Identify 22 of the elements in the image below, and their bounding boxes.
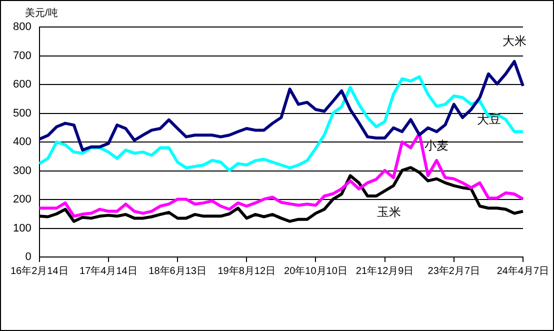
x-tick-label: 21年12月9日 xyxy=(356,264,414,277)
x-tick-label: 18年6月13日 xyxy=(148,264,206,277)
y-tick-label: 800 xyxy=(12,21,32,34)
series-label: 大豆 xyxy=(477,112,502,127)
y-tick-label: 600 xyxy=(12,78,32,91)
series-label: 玉米 xyxy=(376,205,401,220)
x-tick-label: 17年4月14日 xyxy=(80,264,138,277)
series-label: 小麦 xyxy=(424,138,449,153)
y-tick-label: 700 xyxy=(12,50,32,62)
y-tick-label: 500 xyxy=(12,107,32,120)
y-axis-title: 美元/吨 xyxy=(25,6,58,19)
x-tick-label: 19年8月12日 xyxy=(218,264,276,277)
series-label: 大米 xyxy=(502,34,526,48)
y-tick-label: 200 xyxy=(12,194,32,206)
x-tick-label: 24年4月7日 xyxy=(496,264,550,277)
y-tick-label: 300 xyxy=(12,164,32,177)
y-tick-label: 0 xyxy=(25,251,32,264)
x-tick-label: 23年2月7日 xyxy=(428,264,480,277)
y-tick-label: 400 xyxy=(12,136,32,148)
x-tick-label: 16年2月14日 xyxy=(10,264,68,277)
x-tick-label: 20年10月10日 xyxy=(284,264,348,277)
y-tick-label: 100 xyxy=(12,222,32,234)
